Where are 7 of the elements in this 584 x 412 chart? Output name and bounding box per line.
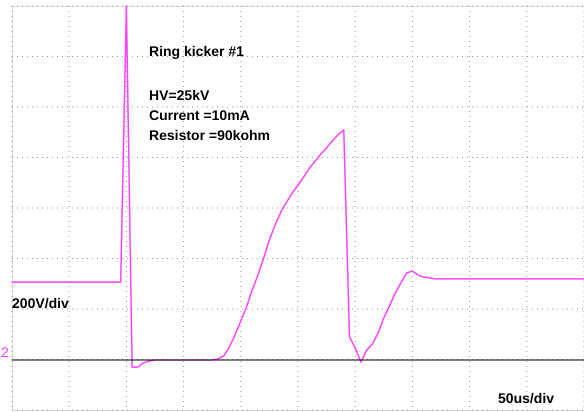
- text: 50us/div: [498, 390, 554, 406]
- text: 2: [1, 344, 9, 360]
- annotation: Resistor =90kohm: [149, 127, 270, 143]
- annotation: Ring kicker #1: [149, 43, 244, 59]
- annotation: Current =10mA: [149, 107, 250, 123]
- annotation: HV=25kV: [149, 87, 210, 103]
- annotation: 200V/div: [12, 295, 70, 311]
